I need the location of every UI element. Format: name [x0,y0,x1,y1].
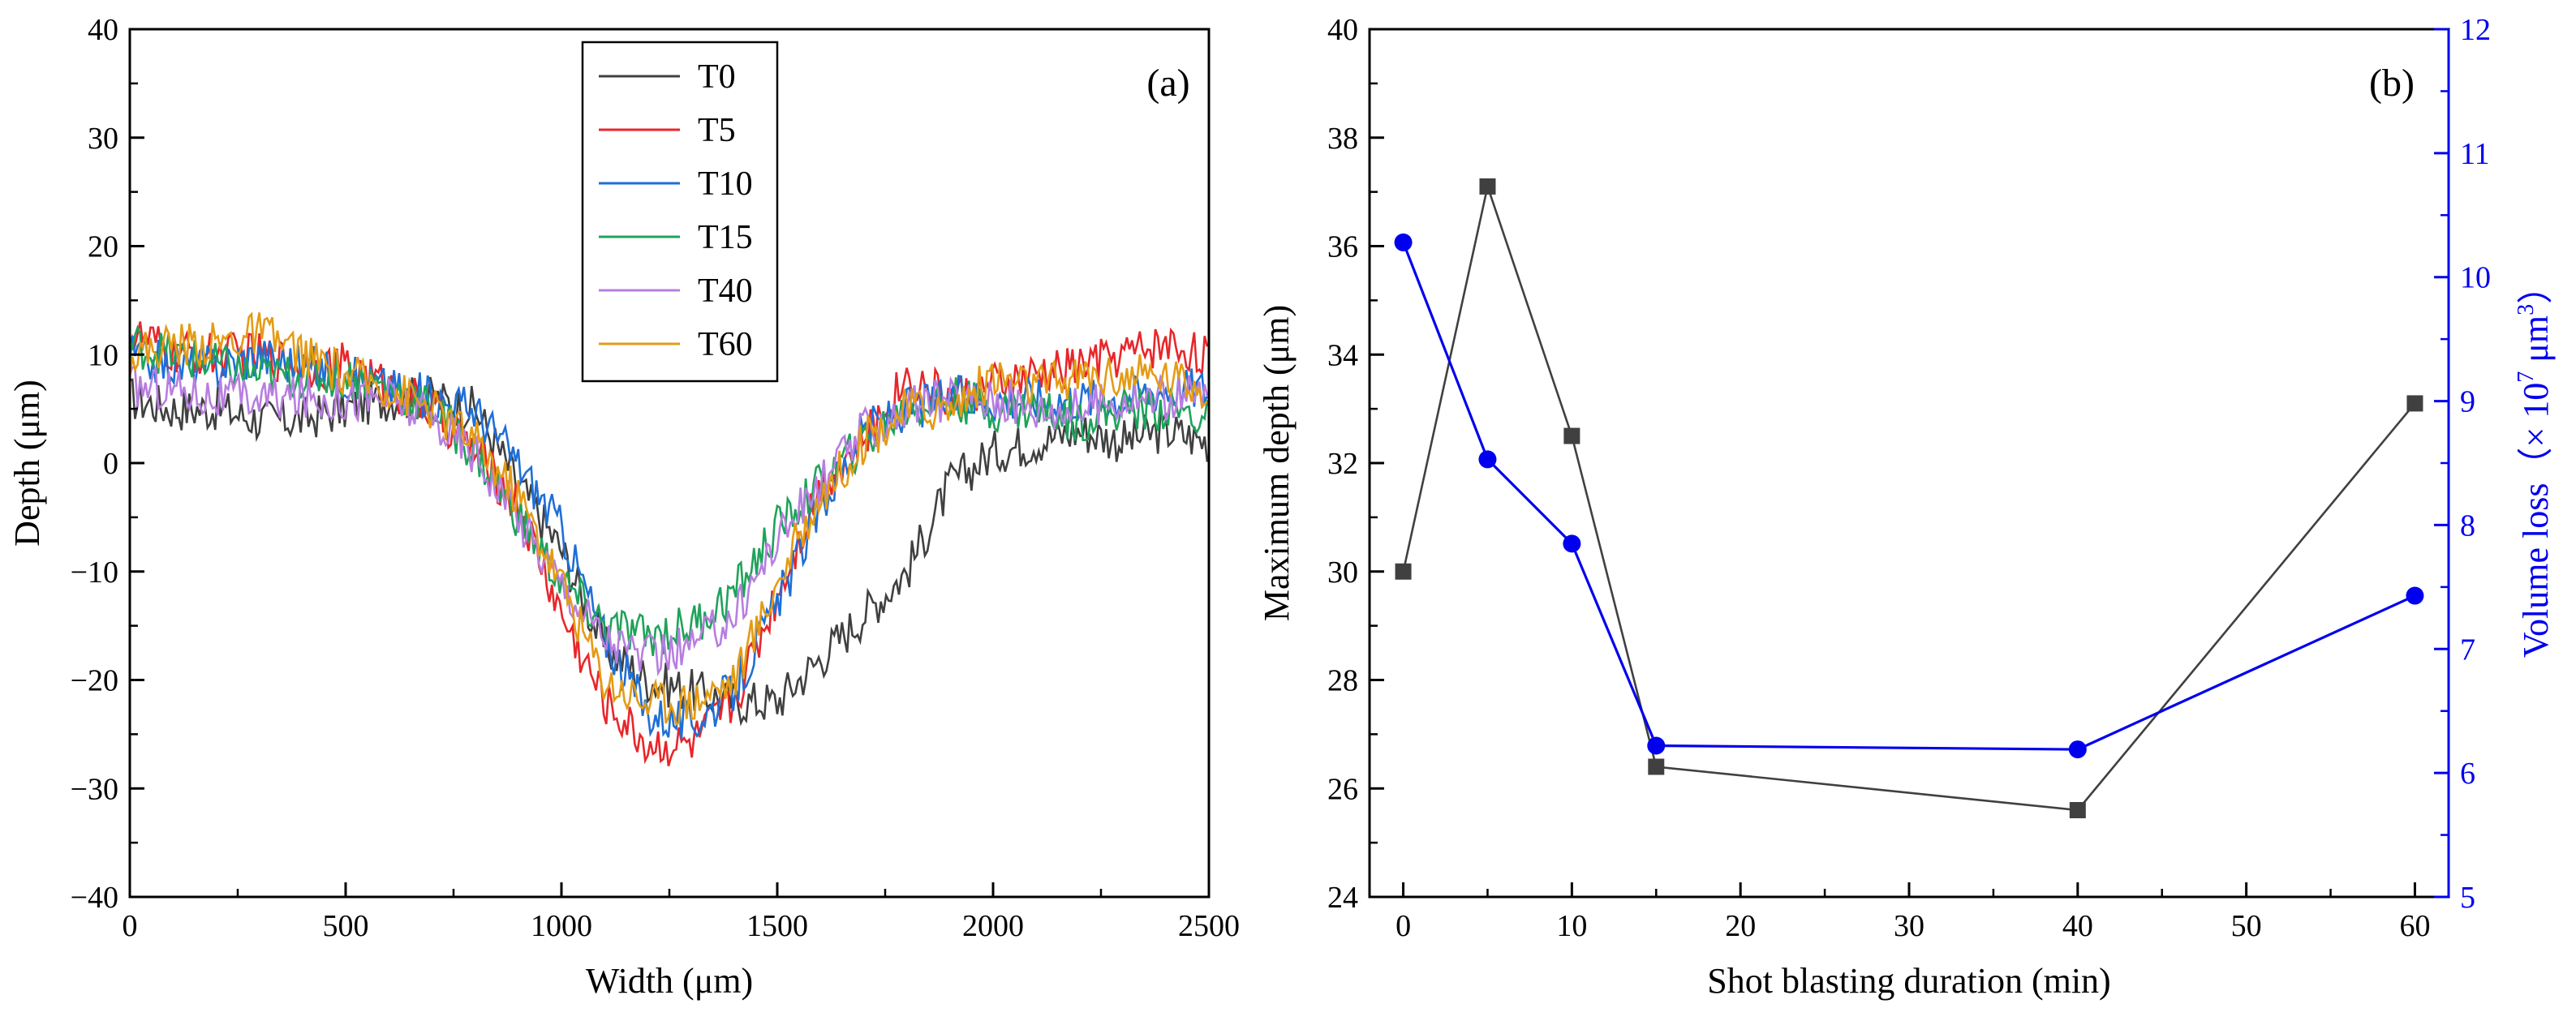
right-label-mid: μm [2516,315,2556,371]
panel-b-chart: 0 10 20 30 40 50 60 24 26 28 30 32 34 36 38 40 5 6 7 8 9 10 11… [1257,13,2556,1001]
y-right-tick-label: 5 [2460,881,2475,915]
panel-a-ylabel: Depth (μm) [7,380,47,547]
y-tick-label: 38 [1327,122,1358,156]
y-tick-label: 30 [1327,556,1358,590]
right-label-exp2: 3 [2514,304,2539,315]
y-tick-label: −10 [71,556,118,590]
panel-a-chart: 0 500 1000 1500 2000 2500 −40 −30 −20 −10 0 10 20 30 4… [7,13,1240,1001]
y-tick-label: 20 [88,230,118,264]
panel-a-legend: T0 T5 T10 T15 T40 T60 [581,41,779,383]
y-tick-label: 10 [88,338,118,372]
right-label-exp1: 7 [2514,371,2539,383]
y-right-tick-label: 9 [2460,385,2475,419]
y-tick-label: −30 [71,772,118,806]
point-volume-loss [2406,586,2424,605]
y-tick-label: 36 [1327,230,1358,264]
point-volume-loss [1563,534,1581,553]
panel-b-label: (b) [2369,62,2415,105]
x-tick-label: 0 [123,909,138,943]
right-label-prefix: Volume loss（× 10 [2516,383,2556,658]
legend-label-t15: T15 [698,219,753,256]
panel-a-series-lines [128,311,1209,766]
x-tick-label: 2000 [962,909,1024,943]
x-tick-label: 0 [1396,909,1411,943]
panel-b-series-lines [1394,178,2424,818]
right-label-suffix: ） [2516,268,2556,304]
legend-label-t5: T5 [698,112,736,149]
panel-b-ticks: 0 10 20 30 40 50 60 24 26 28 30 32 34 36 38 40 5 6 7 8 9 10 11… [1327,13,2491,943]
legend-label-t40: T40 [698,272,753,310]
y-right-tick-label: 8 [2460,508,2475,543]
y-tick-label: 40 [88,13,118,47]
panel-a-legend-box [581,41,779,383]
y-tick-label: 30 [88,122,118,156]
y-right-tick-label: 12 [2460,13,2491,47]
y-right-tick-label: 11 [2460,137,2490,171]
x-tick-label: 10 [1556,909,1587,943]
point-max-depth [2406,395,2423,412]
panel-a-label: (a) [1146,62,1189,105]
series-line-left [1402,182,2416,812]
panel-b-ylabel: Maximum depth (μm) [1257,305,1297,621]
x-tick-label: 1000 [531,909,592,943]
y-tick-label: −40 [71,881,118,915]
point-max-depth [1395,563,1412,580]
series-line-right [1402,242,2416,751]
y-tick-label: 40 [1327,13,1358,47]
x-tick-label: 30 [1894,909,1924,943]
panel-b-xlabel: Shot blasting duration (min) [1707,961,2110,1001]
point-max-depth [1648,758,1665,775]
legend-label-t10: T10 [698,165,753,203]
x-tick-label: 500 [323,909,369,943]
legend-label-t0: T0 [698,58,736,96]
point-volume-loss [1647,736,1666,755]
y-tick-label: −20 [71,664,118,698]
panel-a-ticks: 0 500 1000 1500 2000 2500 −40 −30 −20 −10 0 10 20 30 4… [71,13,1240,943]
legend-label-t60: T60 [698,326,753,363]
point-volume-loss [2068,740,2087,759]
y-right-tick-label: 10 [2460,261,2491,295]
series-line-t60 [128,311,1208,726]
point-max-depth [2069,802,2086,818]
x-tick-label: 2500 [1178,909,1240,943]
point-volume-loss [1478,450,1497,469]
x-tick-label: 60 [2399,909,2430,943]
x-tick-label: 40 [2062,909,2093,943]
y-tick-label: 28 [1327,664,1358,698]
y-tick-label: 24 [1327,881,1358,915]
panel-a-xlabel: Width (μm) [586,961,753,1001]
y-tick-label: 32 [1327,447,1358,481]
y-tick-label: 0 [103,447,118,481]
y-right-tick-label: 6 [2460,757,2475,791]
panel-b-frame [1368,28,2450,899]
point-volume-loss [1394,233,1413,251]
y-tick-label: 26 [1327,772,1358,806]
x-tick-label: 1500 [746,909,808,943]
y-right-tick-label: 7 [2460,633,2475,667]
y-tick-label: 34 [1327,338,1358,372]
panel-b-ylabel-right: Volume loss（× 107 μm3） [2514,268,2556,658]
x-tick-label: 20 [1725,909,1756,943]
series-line-t0 [129,376,1209,727]
x-tick-label: 50 [2231,909,2262,943]
point-max-depth [1563,427,1580,444]
point-max-depth [1479,178,1496,195]
